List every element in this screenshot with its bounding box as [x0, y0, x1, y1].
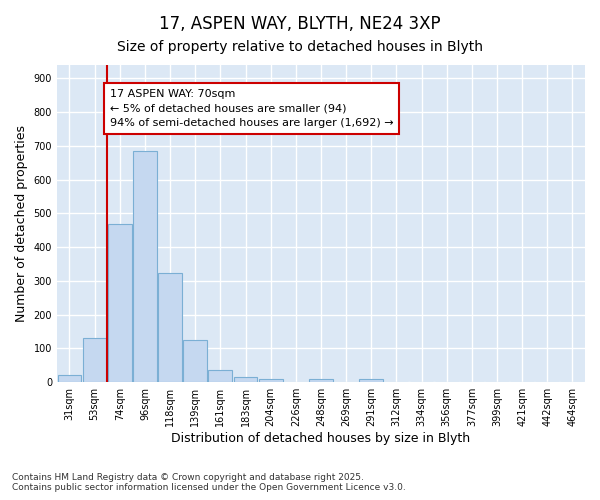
Bar	[83, 338, 107, 382]
Bar	[133, 151, 157, 382]
Bar	[183, 340, 207, 382]
Y-axis label: Number of detached properties: Number of detached properties	[15, 125, 28, 322]
Bar	[359, 379, 383, 382]
Text: 17 ASPEN WAY: 70sqm
← 5% of detached houses are smaller (94)
94% of semi-detache: 17 ASPEN WAY: 70sqm ← 5% of detached hou…	[110, 88, 394, 128]
Bar	[208, 370, 232, 382]
Bar	[233, 377, 257, 382]
Bar	[158, 272, 182, 382]
Text: Contains HM Land Registry data © Crown copyright and database right 2025.
Contai: Contains HM Land Registry data © Crown c…	[12, 473, 406, 492]
X-axis label: Distribution of detached houses by size in Blyth: Distribution of detached houses by size …	[172, 432, 470, 445]
Bar	[108, 224, 132, 382]
Bar	[309, 379, 333, 382]
Text: Size of property relative to detached houses in Blyth: Size of property relative to detached ho…	[117, 40, 483, 54]
Text: 17, ASPEN WAY, BLYTH, NE24 3XP: 17, ASPEN WAY, BLYTH, NE24 3XP	[159, 15, 441, 33]
Bar	[58, 376, 82, 382]
Bar	[259, 379, 283, 382]
